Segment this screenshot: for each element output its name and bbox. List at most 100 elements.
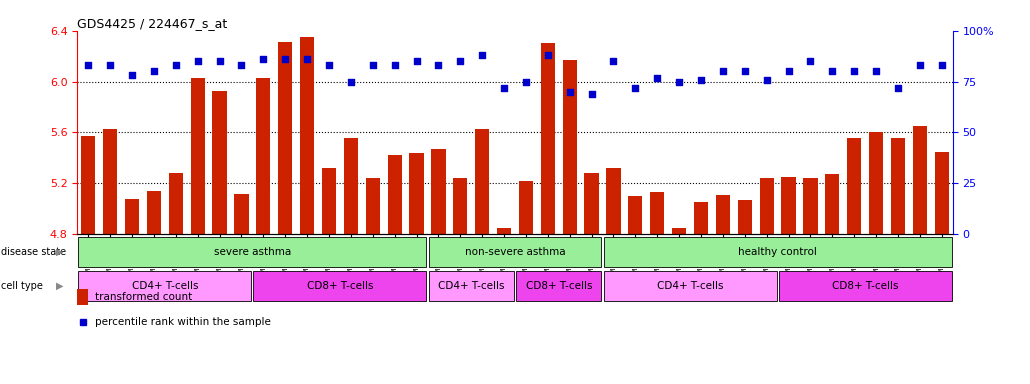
Point: [474, 52, 490, 58]
Bar: [475, 129, 489, 234]
Bar: [387, 156, 402, 234]
Bar: [519, 181, 534, 234]
Text: disease state: disease state: [1, 247, 66, 257]
Bar: [81, 136, 96, 234]
Text: ▶: ▶: [56, 281, 64, 291]
Bar: [453, 178, 468, 234]
Text: severe asthma: severe asthma: [214, 247, 291, 257]
Bar: [891, 137, 905, 234]
Text: CD8+ T-cells: CD8+ T-cells: [525, 281, 592, 291]
Bar: [779, 271, 952, 301]
Point: [452, 58, 469, 65]
Bar: [300, 37, 314, 234]
Bar: [694, 202, 709, 234]
Point: [868, 68, 885, 74]
Bar: [847, 137, 861, 234]
Bar: [146, 191, 161, 234]
Point: [190, 58, 206, 65]
Point: [495, 84, 512, 91]
Bar: [234, 194, 248, 234]
Bar: [366, 178, 380, 234]
Bar: [78, 271, 251, 301]
Point: [649, 74, 665, 81]
Bar: [607, 168, 621, 234]
Text: CD8+ T-cells: CD8+ T-cells: [832, 281, 898, 291]
Bar: [913, 126, 927, 234]
Bar: [562, 60, 577, 234]
Point: [561, 89, 578, 95]
Point: [168, 62, 184, 68]
Text: non-severe asthma: non-severe asthma: [465, 247, 565, 257]
Bar: [212, 91, 227, 234]
Bar: [716, 195, 730, 234]
Point: [277, 56, 294, 62]
Bar: [428, 271, 514, 301]
Bar: [496, 228, 511, 234]
Point: [145, 68, 162, 74]
Bar: [125, 199, 139, 234]
Bar: [191, 78, 205, 234]
Point: [583, 91, 599, 97]
Bar: [77, 289, 89, 305]
Bar: [541, 43, 555, 234]
Bar: [869, 132, 884, 234]
Bar: [672, 228, 686, 234]
Bar: [253, 271, 426, 301]
Text: CD4+ T-cells: CD4+ T-cells: [438, 281, 505, 291]
Point: [890, 84, 906, 91]
Bar: [256, 78, 271, 234]
Point: [693, 76, 710, 83]
Bar: [428, 237, 602, 267]
Point: [365, 62, 381, 68]
Bar: [432, 149, 446, 234]
Point: [255, 56, 272, 62]
Point: [933, 62, 950, 68]
Bar: [604, 237, 952, 267]
Text: CD8+ T-cells: CD8+ T-cells: [307, 281, 373, 291]
Bar: [169, 173, 183, 234]
Point: [102, 62, 118, 68]
Bar: [803, 178, 818, 234]
Bar: [278, 42, 293, 234]
Bar: [78, 237, 426, 267]
Bar: [344, 137, 358, 234]
Point: [781, 68, 797, 74]
Text: ▶: ▶: [56, 247, 64, 257]
Point: [386, 62, 403, 68]
Bar: [409, 153, 423, 234]
Bar: [604, 271, 777, 301]
Point: [431, 62, 447, 68]
Bar: [934, 152, 949, 234]
Text: CD4+ T-cells: CD4+ T-cells: [132, 281, 198, 291]
Point: [736, 68, 753, 74]
Text: transformed count: transformed count: [95, 292, 193, 302]
Point: [299, 56, 315, 62]
Point: [846, 68, 862, 74]
Point: [606, 58, 622, 65]
Point: [824, 68, 840, 74]
Bar: [782, 177, 796, 234]
Point: [211, 58, 228, 65]
Point: [627, 84, 644, 91]
Bar: [628, 196, 643, 234]
Point: [802, 58, 819, 65]
Bar: [737, 200, 752, 234]
Bar: [103, 129, 117, 234]
Bar: [321, 168, 336, 234]
Point: [758, 76, 775, 83]
Point: [343, 79, 359, 85]
Text: healthy control: healthy control: [739, 247, 817, 257]
Point: [518, 79, 535, 85]
Text: cell type: cell type: [1, 281, 43, 291]
Point: [540, 52, 556, 58]
Bar: [516, 271, 602, 301]
Point: [233, 62, 249, 68]
Text: CD4+ T-cells: CD4+ T-cells: [657, 281, 723, 291]
Point: [320, 62, 337, 68]
Bar: [650, 192, 664, 234]
Bar: [584, 173, 598, 234]
Point: [912, 62, 928, 68]
Text: GDS4425 / 224467_s_at: GDS4425 / 224467_s_at: [77, 17, 228, 30]
Bar: [759, 178, 774, 234]
Point: [671, 79, 687, 85]
